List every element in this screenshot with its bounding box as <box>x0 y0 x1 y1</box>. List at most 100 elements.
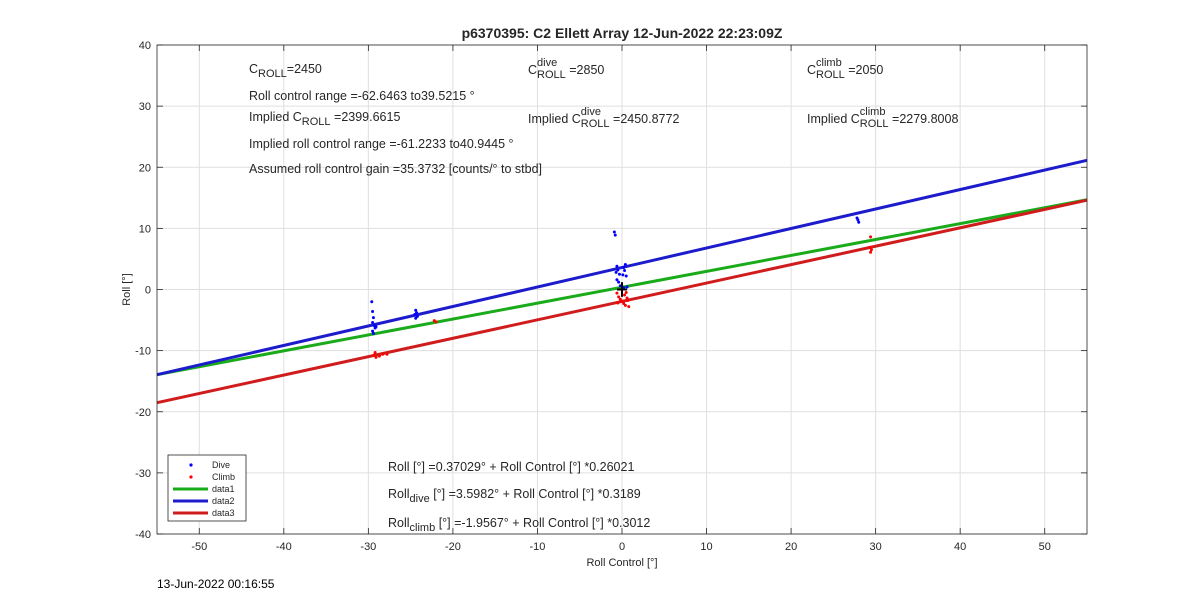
equation-climb-text: [°] =-1.9567° + Roll Control [°] *0.3012 <box>435 516 650 530</box>
annot-c-dive-sub: ROLL <box>537 69 566 81</box>
x-tick-label: 0 <box>619 541 625 553</box>
point-climb <box>373 350 377 354</box>
point-climb <box>624 291 628 295</box>
point-dive <box>614 270 618 274</box>
point-climb <box>627 305 631 309</box>
annot-c-climb-sup: climb <box>816 57 842 69</box>
point-climb <box>868 245 872 249</box>
point-climb <box>385 352 389 356</box>
x-tick-label: -20 <box>445 541 461 553</box>
equation-all: Roll [°] =0.37029° + Roll Control [°] *0… <box>388 460 634 474</box>
annot-c-climb: CROLLclimb =2050 <box>807 57 883 81</box>
point-dive <box>414 308 418 312</box>
point-climb <box>623 293 627 297</box>
point-dive <box>855 216 859 220</box>
annot-implied-c-roll-value: =2399.6615 <box>331 110 401 124</box>
annot-c-climb-base: C <box>807 63 816 77</box>
x-tick-label: -30 <box>360 541 376 553</box>
point-climb <box>377 354 381 358</box>
y-tick-label: -10 <box>135 346 151 358</box>
equation-dive-sub: dive <box>410 493 430 505</box>
point-dive <box>414 316 418 320</box>
point-dive <box>621 273 625 277</box>
annot-implied-c-climb: Implied CROLLclimb =2279.8008 <box>807 106 958 130</box>
legend-label-dive: Dive <box>212 460 230 470</box>
equation-all-text: [°] =0.37029° + Roll Control [°] *0.2602… <box>410 460 635 474</box>
point-dive <box>624 274 628 278</box>
point-climb <box>434 320 438 324</box>
annot-implied-c-roll-sub: ROLL <box>302 116 331 128</box>
annot-c-dive-value: =2850 <box>566 63 605 77</box>
y-tick-label: 10 <box>139 223 151 235</box>
point-climb <box>617 295 621 299</box>
point-dive <box>371 310 375 314</box>
point-climb <box>372 353 376 357</box>
point-climb <box>381 352 385 356</box>
legend-marker-climb <box>189 475 193 479</box>
legend: Dive Climb data1 data2 data3 <box>167 454 247 522</box>
x-axis-label: Roll Control [°] <box>586 557 657 569</box>
annot-c-roll-sub: ROLL <box>258 68 287 80</box>
point-dive <box>622 265 626 269</box>
annot-implied-c-dive: Implied CROLLdive =2450.8772 <box>528 106 679 130</box>
point-climb <box>625 296 629 300</box>
equation-climb-base: Roll <box>388 516 410 530</box>
legend-label-data1: data1 <box>212 484 235 494</box>
y-tick-label: 40 <box>139 40 151 52</box>
x-tick-label: -40 <box>276 541 292 553</box>
x-tick-label: 20 <box>785 541 797 553</box>
point-climb <box>869 248 873 252</box>
y-tick-label: 30 <box>139 101 151 113</box>
y-tick-label: -40 <box>135 529 151 541</box>
annot-c-roll-value: =2450 <box>287 62 322 76</box>
annot-c-dive-sup: dive <box>537 57 557 69</box>
point-dive <box>617 272 621 276</box>
point-dive <box>370 300 374 304</box>
annot-implied-c-climb-value: =2279.8008 <box>889 112 959 126</box>
equation-all-base: Roll <box>388 460 410 474</box>
y-axis-label: Roll [°] <box>121 273 133 306</box>
point-climb <box>616 301 620 305</box>
annot-implied-c-dive-sub: ROLL <box>581 118 610 130</box>
point-dive <box>371 321 375 325</box>
point-climb <box>869 250 873 254</box>
point-dive <box>623 269 627 273</box>
annot-c-roll: CROLL=2450 <box>249 62 322 80</box>
equation-climb: Rollclimb [°] =-1.9567° + Roll Control [… <box>388 516 650 534</box>
annot-implied-c-roll: Implied CROLL =2399.6615 <box>249 110 400 128</box>
x-tick-label: 40 <box>954 541 966 553</box>
legend-label-climb: Climb <box>212 472 235 482</box>
point-dive <box>371 316 375 320</box>
annot-c-climb-sub: ROLL <box>816 69 845 81</box>
point-climb <box>620 299 624 303</box>
point-climb <box>615 291 619 295</box>
chart-title: p6370395: C2 Ellett Array 12-Jun-2022 22… <box>462 25 783 41</box>
y-tick-label: -30 <box>135 468 151 480</box>
point-climb <box>623 303 627 307</box>
point-climb <box>374 355 378 359</box>
annot-implied-c-dive-sup: dive <box>581 106 601 118</box>
point-dive <box>623 262 627 266</box>
point-dive <box>374 325 378 329</box>
point-dive <box>615 278 619 282</box>
equation-dive-text: [°] =3.5982° + Roll Control [°] *0.3189 <box>430 487 641 501</box>
legend-label-data3: data3 <box>212 508 235 518</box>
annot-implied-c-dive-base: Implied C <box>528 112 581 126</box>
y-tick-label: -20 <box>135 407 151 419</box>
annot-c-climb-value: =2050 <box>845 63 884 77</box>
point-dive <box>615 264 619 268</box>
point-dive <box>857 220 861 224</box>
x-tick-label: 50 <box>1039 541 1051 553</box>
annot-implied-c-roll-base: Implied C <box>249 110 302 124</box>
y-tick-label: 0 <box>145 285 151 297</box>
point-climb <box>869 235 873 239</box>
fit-line-data2 <box>156 158 1088 377</box>
x-tick-label: 30 <box>870 541 882 553</box>
point-dive <box>371 329 375 333</box>
annot-gain: Assumed roll control gain =35.3732 [coun… <box>249 162 542 176</box>
annot-roll-range: Roll control range =-62.6463 to39.5215 ° <box>249 89 475 103</box>
print-timestamp: 13-Jun-2022 00:16:55 <box>157 577 275 591</box>
point-dive <box>625 285 629 289</box>
equation-dive-base: Roll <box>388 487 410 501</box>
